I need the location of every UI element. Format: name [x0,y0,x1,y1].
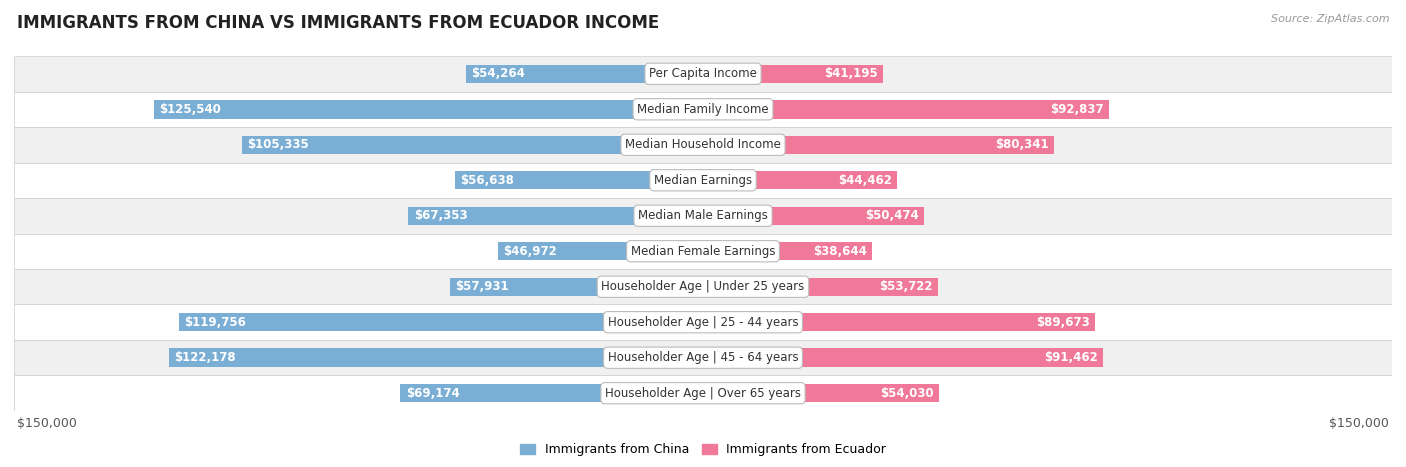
Bar [703,384,939,403]
Bar [153,100,703,119]
Text: $105,335: $105,335 [247,138,309,151]
Bar [169,348,703,367]
Text: Householder Age | Under 25 years: Householder Age | Under 25 years [602,280,804,293]
Bar [703,277,938,296]
Bar [14,340,1392,375]
Bar [14,92,1392,127]
Bar [14,375,1392,411]
Text: $46,972: $46,972 [503,245,557,258]
Text: Householder Age | Over 65 years: Householder Age | Over 65 years [605,387,801,400]
Text: Per Capita Income: Per Capita Income [650,67,756,80]
Text: $56,638: $56,638 [461,174,515,187]
Bar [703,313,1095,332]
Text: Householder Age | 25 - 44 years: Householder Age | 25 - 44 years [607,316,799,329]
Text: $44,462: $44,462 [838,174,893,187]
Bar [401,384,703,403]
Text: $89,673: $89,673 [1036,316,1090,329]
Bar [703,171,897,190]
Bar [456,171,703,190]
Text: $69,174: $69,174 [406,387,460,400]
Text: Median Female Earnings: Median Female Earnings [631,245,775,258]
Bar [14,56,1392,92]
Bar [498,242,703,261]
Bar [703,206,924,225]
Bar [242,135,703,154]
Bar [14,304,1392,340]
Bar [465,64,703,83]
Text: Source: ZipAtlas.com: Source: ZipAtlas.com [1271,14,1389,24]
Bar [408,206,703,225]
Text: $53,722: $53,722 [879,280,932,293]
Bar [450,277,703,296]
Text: Median Family Income: Median Family Income [637,103,769,116]
Text: $41,195: $41,195 [824,67,877,80]
Text: $57,931: $57,931 [456,280,509,293]
Bar [14,127,1392,163]
Bar [14,269,1392,304]
Text: Householder Age | 45 - 64 years: Householder Age | 45 - 64 years [607,351,799,364]
Text: $125,540: $125,540 [159,103,221,116]
Text: $54,264: $54,264 [471,67,524,80]
Text: $122,178: $122,178 [174,351,235,364]
Bar [14,198,1392,234]
Bar [703,242,872,261]
Bar [703,100,1109,119]
Text: IMMIGRANTS FROM CHINA VS IMMIGRANTS FROM ECUADOR INCOME: IMMIGRANTS FROM CHINA VS IMMIGRANTS FROM… [17,14,659,32]
Text: Median Male Earnings: Median Male Earnings [638,209,768,222]
Text: $92,837: $92,837 [1050,103,1104,116]
Legend: Immigrants from China, Immigrants from Ecuador: Immigrants from China, Immigrants from E… [515,439,891,461]
Text: Median Earnings: Median Earnings [654,174,752,187]
Bar [179,313,703,332]
Text: $54,030: $54,030 [880,387,934,400]
Bar [14,234,1392,269]
Text: $50,474: $50,474 [865,209,918,222]
Text: $80,341: $80,341 [995,138,1049,151]
Bar [703,64,883,83]
Text: Median Household Income: Median Household Income [626,138,780,151]
Text: $67,353: $67,353 [413,209,467,222]
Bar [703,348,1104,367]
Text: $91,462: $91,462 [1045,351,1098,364]
Bar [14,163,1392,198]
Bar [703,135,1054,154]
Text: $38,644: $38,644 [813,245,866,258]
Text: $119,756: $119,756 [184,316,246,329]
